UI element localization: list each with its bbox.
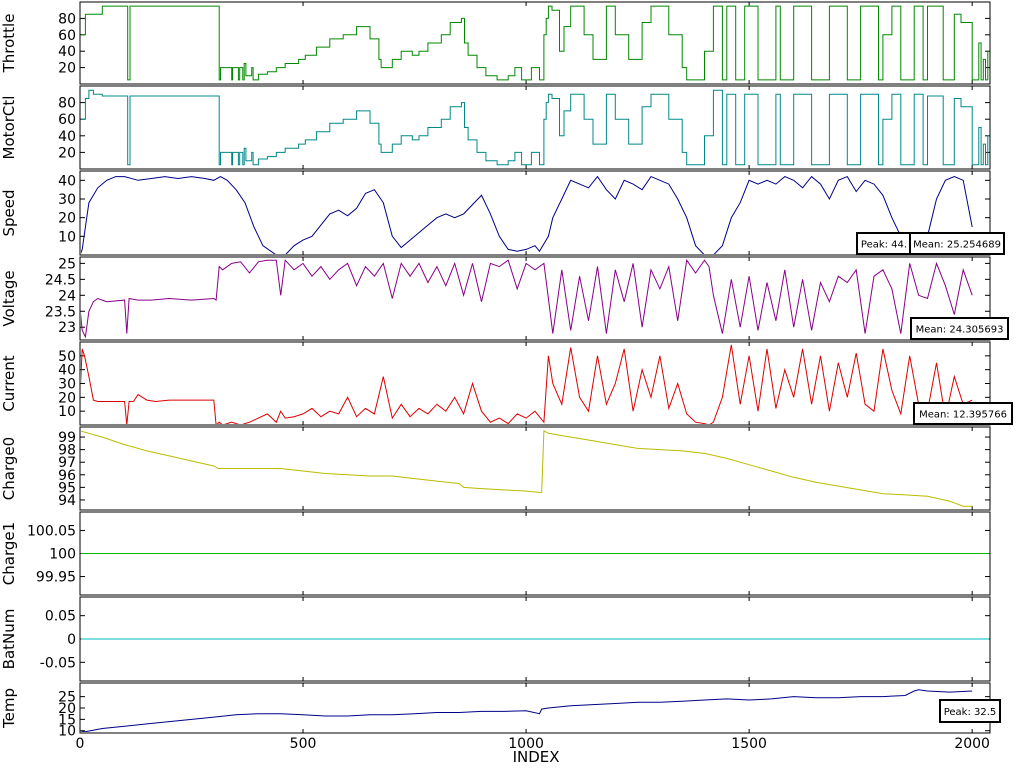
y-axis-label: Temp xyxy=(0,688,18,729)
y-tick-label: 20 xyxy=(58,390,76,406)
y-tick-label: -0.05 xyxy=(40,655,76,671)
annotation-frame xyxy=(909,232,1005,255)
series-line-throttle xyxy=(81,5,989,81)
y-tick-label: 40 xyxy=(58,363,76,379)
panel-frame xyxy=(79,682,991,734)
y-tick-label: 24.5 xyxy=(45,272,76,288)
series-line-temp xyxy=(81,689,973,732)
y-tick-label: 40 xyxy=(58,129,76,145)
y-tick-label: 100 xyxy=(49,547,76,563)
y-tick-label: 10 xyxy=(58,404,76,420)
y-axis-label: Voltage xyxy=(0,270,18,326)
y-tick-label: 100.05 xyxy=(27,523,76,539)
y-tick-label: 80 xyxy=(58,96,76,112)
panel-frame xyxy=(79,85,991,170)
annotation-frame xyxy=(910,317,1009,340)
y-tick-label: 94 xyxy=(58,493,76,509)
y-axis-label: Speed xyxy=(0,189,18,236)
annotation-text: Peak: 32.5 xyxy=(944,707,997,718)
annotation-frame xyxy=(913,402,1013,425)
y-tick-label: 20 xyxy=(58,61,76,77)
panel-speed: 10 20 30 40 Speed xyxy=(0,170,991,256)
annotation-box: Mean: 12.395766 xyxy=(913,402,1013,425)
series-line-current xyxy=(81,344,973,424)
y-axis-label: Current xyxy=(0,355,18,411)
annotation-box: Mean: 24.305693 xyxy=(910,317,1009,340)
annotation-box: Peak: 32.5 xyxy=(939,699,1001,723)
y-tick-label: 60 xyxy=(58,112,76,128)
series-line-charge0 xyxy=(81,429,973,507)
series-line-voltage xyxy=(81,258,973,339)
x-tick-label: 1500 xyxy=(731,736,767,752)
y-axis-label: Charge0 xyxy=(0,437,18,500)
y-tick-label: 23.5 xyxy=(45,304,76,320)
y-tick-label: 10 xyxy=(58,724,76,740)
y-tick-label: 10 xyxy=(58,229,76,245)
y-tick-label: 0.05 xyxy=(45,609,76,625)
annotation-text: Mean: 25.254689 xyxy=(913,240,1001,251)
panel-frame xyxy=(79,341,991,426)
y-tick-label: 24 xyxy=(58,288,76,304)
series-line-motorctl xyxy=(81,89,989,166)
y-tick-label: 25 xyxy=(58,690,76,706)
annotation-frame xyxy=(939,699,1001,723)
x-tick-label: 1000 xyxy=(508,736,544,752)
annotation-box: Mean: 25.254689 xyxy=(909,232,1005,255)
y-tick-label: 15 xyxy=(58,712,76,728)
y-tick-label: 20 xyxy=(58,211,76,227)
y-axis-label: BatNum xyxy=(0,609,18,670)
y-tick-label: 96 xyxy=(58,468,76,484)
y-tick-label: 40 xyxy=(58,173,76,189)
panel-frame xyxy=(79,426,991,511)
annotation-text: Peak: 44. xyxy=(861,240,907,251)
y-tick-label: 30 xyxy=(58,192,76,208)
panel-batnum: -0.05 0 0.05 BatNum xyxy=(0,596,991,682)
y-tick-label: 95 xyxy=(58,480,76,496)
panel-charge1: 99.95 100 100.05 Charge1 xyxy=(0,511,991,596)
y-tick-label: 99.95 xyxy=(36,570,76,586)
y-tick-label: 25 xyxy=(58,256,76,272)
y-tick-label: 0 xyxy=(67,632,76,648)
panel-frame xyxy=(79,170,991,256)
y-tick-label: 60 xyxy=(58,28,76,44)
y-tick-label: 50 xyxy=(58,349,76,365)
y-tick-label: 40 xyxy=(58,44,76,60)
y-tick-label: 80 xyxy=(58,11,76,27)
annotation-text: Mean: 24.305693 xyxy=(916,325,1004,336)
y-tick-label: 30 xyxy=(58,377,76,393)
annotation-box: Peak: 44. xyxy=(856,232,912,255)
y-axis-label: Charge1 xyxy=(0,522,18,585)
x-axis-label: INDEX xyxy=(513,748,560,766)
y-axis-label: Throttle xyxy=(0,14,18,74)
y-tick-label: 20 xyxy=(58,145,76,161)
series-line-speed xyxy=(81,175,973,254)
x-tick-label: 500 xyxy=(290,736,317,752)
y-tick-label: 98 xyxy=(58,443,76,459)
y-tick-label: 20 xyxy=(58,701,76,717)
y-tick-label: 97 xyxy=(58,455,76,471)
y-axis-label: MotorCtl xyxy=(0,96,18,160)
panel-frame xyxy=(79,256,991,341)
panel-frame xyxy=(79,1,991,85)
annotation-text: Mean: 12.395766 xyxy=(919,410,1007,421)
y-tick-label: 99 xyxy=(58,430,76,446)
x-tick-label: 0 xyxy=(76,736,85,752)
y-tick-label: 23 xyxy=(58,320,76,336)
x-tick-label: 2000 xyxy=(954,736,990,752)
